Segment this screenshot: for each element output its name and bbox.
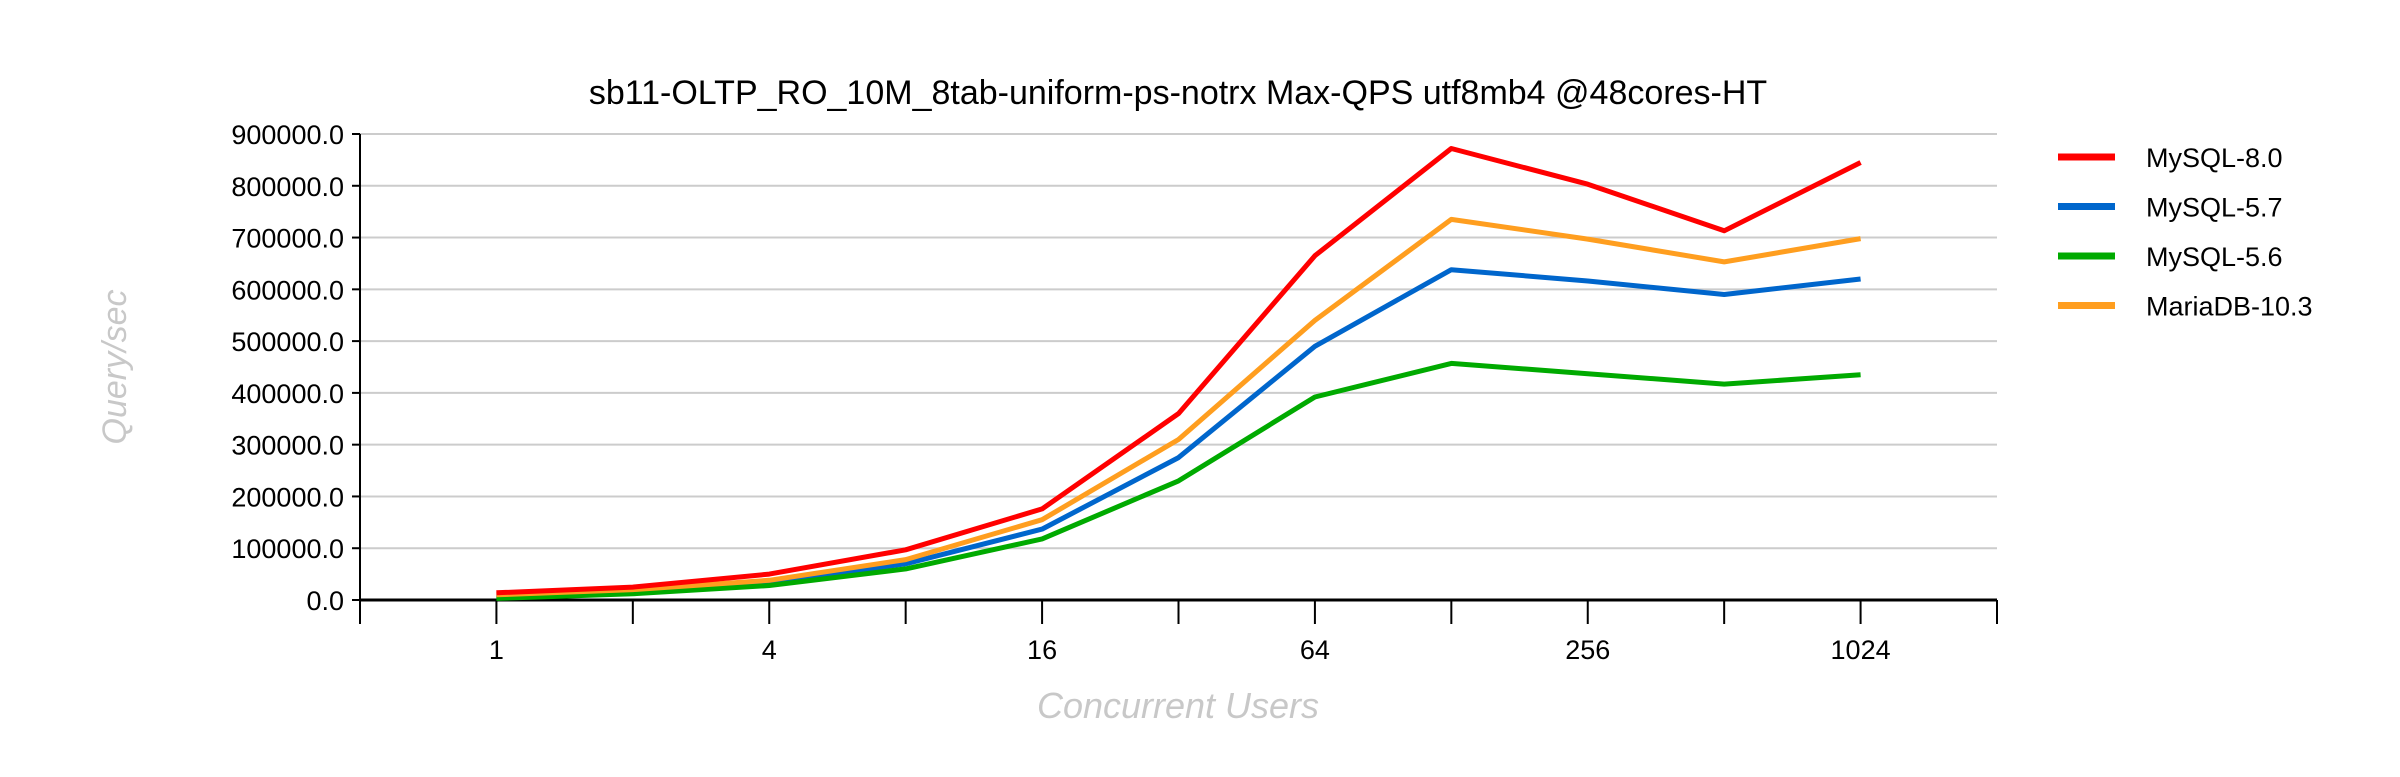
y-tick-label: 0.0 xyxy=(306,586,344,616)
y-tick-label: 700000.0 xyxy=(231,224,344,254)
y-tick-label: 600000.0 xyxy=(231,275,344,305)
legend-label: MySQL-5.6 xyxy=(2146,242,2283,272)
legend-label: MySQL-5.7 xyxy=(2146,193,2283,223)
x-tick-label: 1024 xyxy=(1831,635,1891,665)
series-lines xyxy=(496,146,1862,601)
y-tick-label: 400000.0 xyxy=(231,379,344,409)
y-axis-label: Query/sec xyxy=(96,290,134,445)
x-tick-label: 64 xyxy=(1300,635,1330,665)
y-tick-label: 300000.0 xyxy=(231,431,344,461)
y-tick-label: 900000.0 xyxy=(231,120,344,150)
x-tick-label: 1 xyxy=(489,635,504,665)
gridlines xyxy=(360,133,1997,550)
y-tick-label: 800000.0 xyxy=(231,172,344,202)
series-line-mysql-8-0 xyxy=(496,146,1862,596)
x-tick-label: 256 xyxy=(1565,635,1610,665)
y-tick-label: 200000.0 xyxy=(231,482,344,512)
legend: MySQL-8.0 MySQL-5.7 MySQL-5.6 MariaDB-10.3 xyxy=(2058,143,2313,322)
legend-label: MariaDB-10.3 xyxy=(2146,292,2313,322)
x-tick-label: 16 xyxy=(1027,635,1057,665)
y-axis: 0.0 100000.0 200000.0 300000.0 400000.0 50000… xyxy=(231,120,361,616)
y-tick-label: 100000.0 xyxy=(231,534,344,564)
series-line-mariadb-10-3 xyxy=(496,216,1862,598)
x-tick-label: 4 xyxy=(762,635,777,665)
series-line-mysql-5-6 xyxy=(496,360,1861,601)
legend-label: MySQL-8.0 xyxy=(2146,143,2283,173)
y-tick-label: 500000.0 xyxy=(231,327,344,357)
x-axis-label: Concurrent Users xyxy=(1037,685,1319,726)
chart-title: sb11-OLTP_RO_10M_8tab-uniform-ps-notrx M… xyxy=(589,74,1767,112)
x-axis: 1 4 16 64 256 1024 xyxy=(359,598,1998,665)
